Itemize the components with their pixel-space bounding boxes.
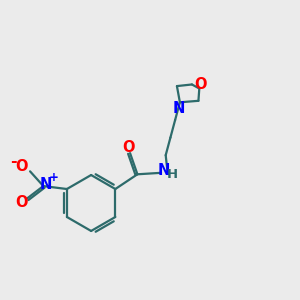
- Text: N: N: [40, 177, 52, 192]
- Text: N: N: [158, 163, 170, 178]
- Text: O: O: [16, 159, 28, 174]
- Text: N: N: [172, 101, 184, 116]
- Text: -: -: [11, 154, 17, 169]
- Text: O: O: [122, 140, 135, 155]
- Text: O: O: [195, 76, 207, 92]
- Text: H: H: [167, 168, 178, 181]
- Text: +: +: [49, 171, 58, 184]
- Text: O: O: [16, 195, 28, 210]
